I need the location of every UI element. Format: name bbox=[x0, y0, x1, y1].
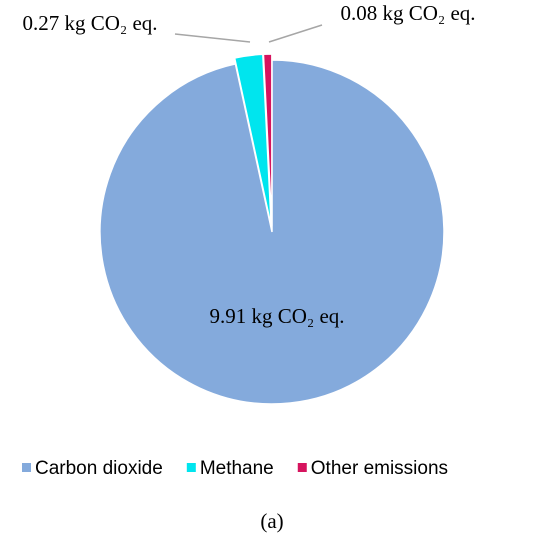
legend-label: Other emissions bbox=[311, 458, 448, 479]
legend-label: Methane bbox=[200, 458, 274, 479]
data-label: 9.91 kg CO₂ eq. bbox=[209, 304, 344, 328]
legend-swatch bbox=[186, 463, 196, 472]
caption: (a) bbox=[260, 509, 283, 533]
legend-swatch bbox=[297, 463, 307, 472]
legend-swatch bbox=[22, 463, 31, 472]
data-label: 0.27 kg CO₂ eq. bbox=[22, 11, 157, 35]
legend-label: Carbon dioxide bbox=[35, 458, 163, 479]
data-label: 0.08 kg CO₂ eq. bbox=[340, 1, 475, 25]
leader-line bbox=[174, 33, 251, 43]
leader-line bbox=[268, 24, 323, 43]
pie-slice bbox=[99, 59, 445, 405]
pie-slice bbox=[262, 53, 273, 227]
